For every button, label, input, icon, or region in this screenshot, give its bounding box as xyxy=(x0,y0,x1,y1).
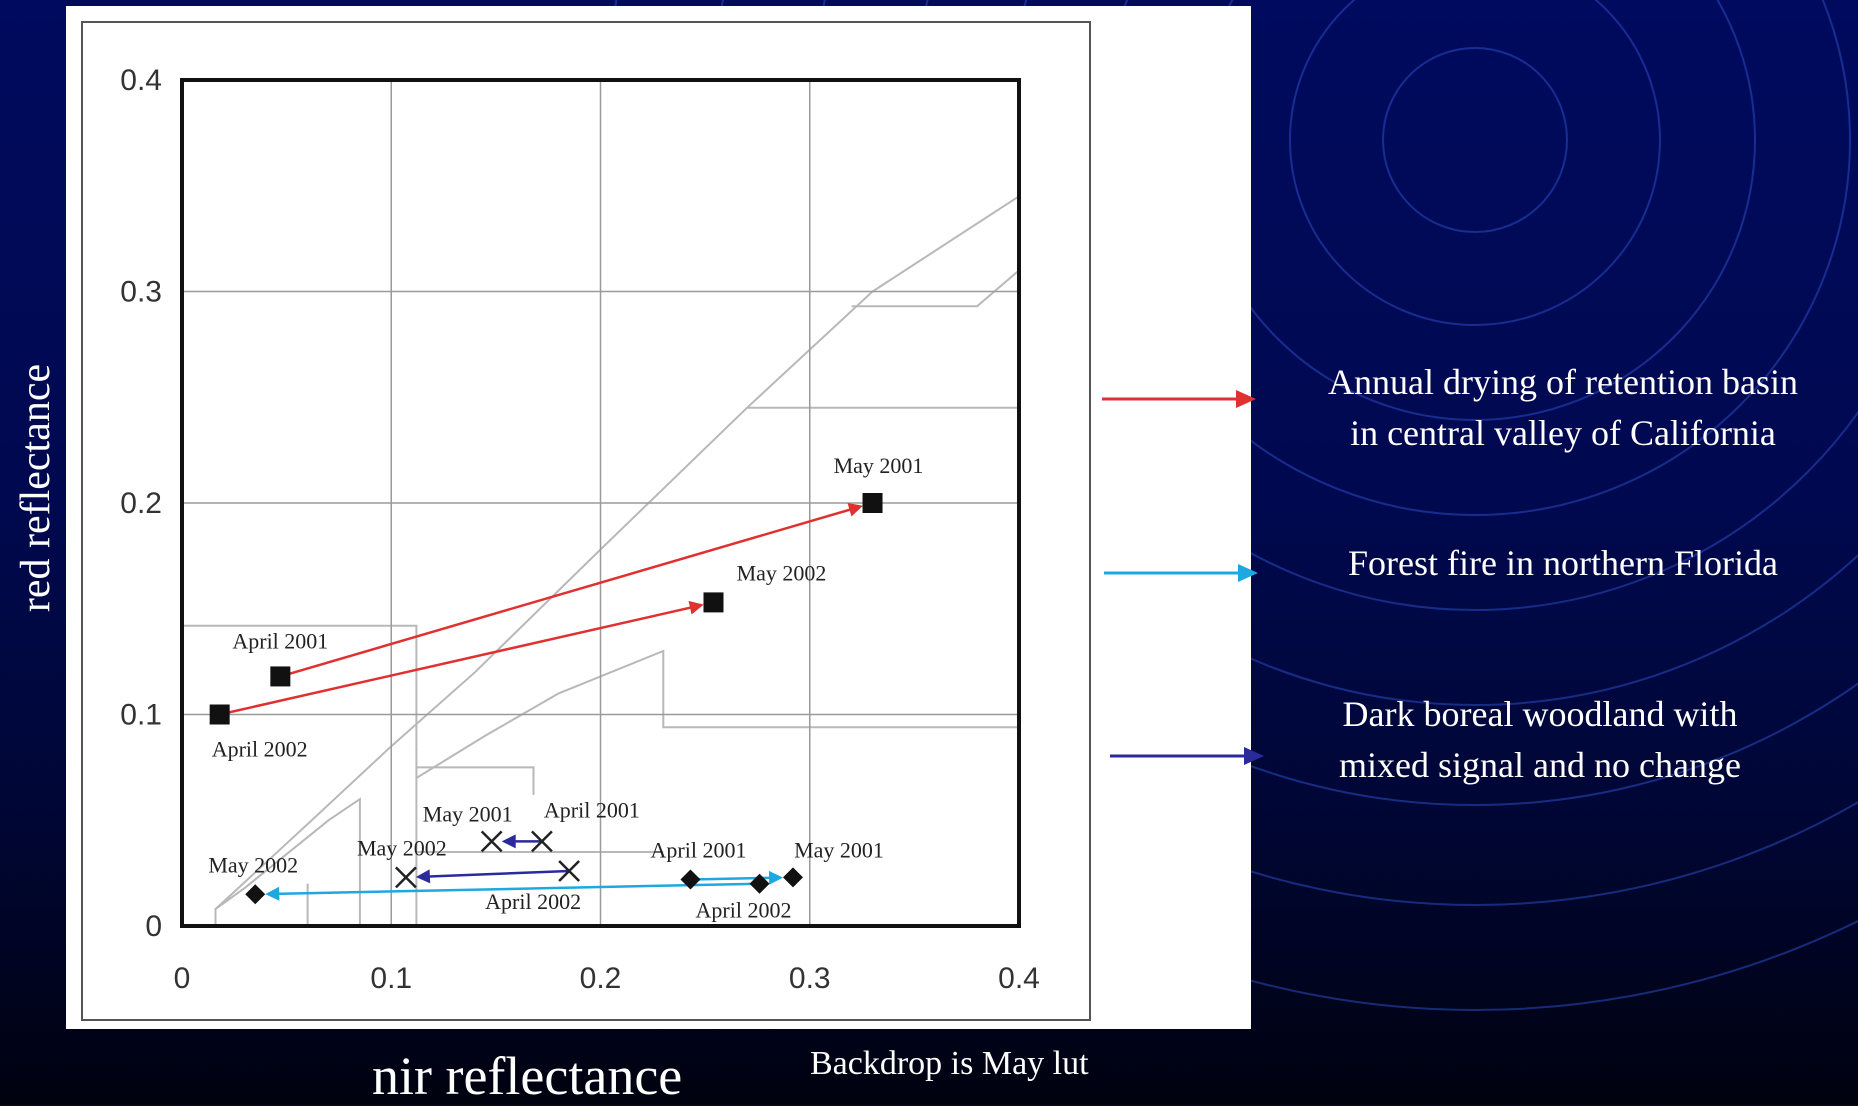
legend-arrow-navy xyxy=(1110,747,1264,765)
data-point-square xyxy=(862,493,883,513)
data-label: May 2001 xyxy=(423,801,513,826)
legend-line: in central valley of California xyxy=(1350,413,1776,453)
data-point-diamond xyxy=(783,867,804,888)
legend-line: Annual drying of retention basin xyxy=(1328,362,1798,402)
data-label: April 2002 xyxy=(485,889,581,914)
legend-line: Forest fire in northern Florida xyxy=(1348,543,1778,583)
change-arrow-head xyxy=(501,834,516,849)
backdrop-line xyxy=(415,649,1019,779)
y-tick-label: 0 xyxy=(145,910,162,943)
change-arrow-head xyxy=(415,869,431,884)
data-point-square xyxy=(270,666,291,687)
data-label: April 2001 xyxy=(232,628,328,653)
x-tick-label: 0.4 xyxy=(998,962,1040,995)
y-tick-label: 0.3 xyxy=(120,276,162,309)
chart-frame xyxy=(81,21,1091,1021)
data-point-diamond xyxy=(680,869,701,890)
data-point-x xyxy=(395,866,417,889)
y-axis-label: red reflectance xyxy=(13,363,59,613)
legend-arrow-red xyxy=(1102,390,1256,408)
legend-line: mixed signal and no change xyxy=(1339,745,1741,785)
x-tick-label: 0 xyxy=(174,962,191,995)
data-point-square xyxy=(703,592,724,613)
data-label: May 2001 xyxy=(794,837,884,862)
x-tick-label: 0.2 xyxy=(580,962,622,995)
y-tick-label: 0.4 xyxy=(120,64,162,97)
data-point-diamond xyxy=(749,873,770,894)
legend-entry-forest-fire: Forest fire in northern Florida xyxy=(1268,538,1858,589)
y-tick-label: 0.1 xyxy=(120,699,162,732)
data-label: May 2002 xyxy=(208,852,298,877)
lut-backdrop xyxy=(182,195,1020,926)
backdrop-line xyxy=(214,797,361,926)
data-point-x xyxy=(531,830,553,853)
chart-panel: 0 0.1 0.2 0.3 0.4 0 0.1 0.2 0.3 0.4 April 2001 May… xyxy=(66,6,1251,1029)
data-point-x xyxy=(480,830,503,853)
backdrop-line xyxy=(416,766,535,795)
data-point-x xyxy=(558,860,580,882)
legend-line: Dark boreal woodland with xyxy=(1342,694,1738,734)
change-arrow-head xyxy=(265,886,280,901)
data-point-square xyxy=(209,704,230,725)
data-point-diamond xyxy=(245,884,266,905)
backdrop-line xyxy=(851,269,1020,308)
backdrop-line xyxy=(182,624,418,747)
data-label: April 2001 xyxy=(651,837,747,862)
y-tick-label: 0.2 xyxy=(120,487,162,520)
data-label: April 2002 xyxy=(212,737,308,762)
chart-grid xyxy=(182,80,1019,926)
change-arrow-head xyxy=(768,870,783,885)
x-tick-label: 0.1 xyxy=(370,962,412,995)
data-label: April 2001 xyxy=(544,797,640,822)
data-label: May 2001 xyxy=(834,453,924,478)
change-arrow-head xyxy=(847,503,863,517)
change-arrow-line xyxy=(219,605,695,716)
legend-entry-retention-basin: Annual drying of retention basin in cent… xyxy=(1268,357,1858,459)
change-arrow-line xyxy=(275,882,760,896)
backdrop-line xyxy=(214,195,1020,926)
data-label: May 2002 xyxy=(357,835,447,860)
x-axis-label: nir reflectance xyxy=(372,1046,683,1106)
change-arrow-head xyxy=(688,600,704,615)
scatter-chart: 0 0.1 0.2 0.3 0.4 0 0.1 0.2 0.3 0.4 April 2001 May… xyxy=(81,21,1091,1021)
legend-arrow-cyan xyxy=(1104,564,1258,582)
plot-area xyxy=(180,78,1021,928)
legend-entry-boreal-woodland: Dark boreal woodland with mixed signal a… xyxy=(1245,689,1835,791)
backdrop-note: Backdrop is May lut xyxy=(810,1045,1089,1082)
x-tick-label: 0.3 xyxy=(789,962,831,995)
data-label: May 2002 xyxy=(737,560,827,585)
change-arrow-line xyxy=(425,869,570,878)
change-arrow-line xyxy=(279,507,854,678)
data-label: April 2002 xyxy=(696,898,792,923)
